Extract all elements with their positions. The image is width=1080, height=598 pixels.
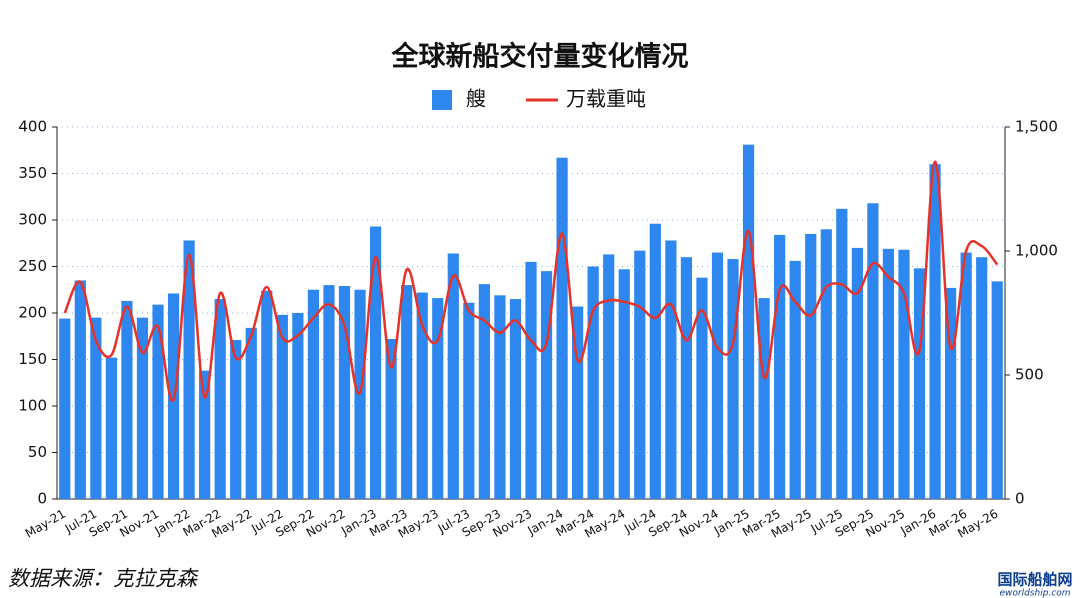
line bbox=[63, 160, 999, 403]
bar bbox=[416, 292, 428, 499]
y-tick-label: 250 bbox=[18, 257, 47, 275]
bar bbox=[59, 318, 71, 499]
bar bbox=[152, 304, 164, 499]
bar bbox=[494, 295, 506, 499]
y2-tick-label: 0 bbox=[1015, 490, 1025, 508]
bar bbox=[913, 268, 926, 499]
y2-tick-label: 1,500 bbox=[1015, 118, 1058, 136]
bar bbox=[401, 285, 413, 499]
bar bbox=[245, 327, 257, 499]
bar bbox=[307, 289, 320, 499]
bar bbox=[851, 247, 863, 499]
bar bbox=[711, 252, 724, 499]
y-tick-label: 100 bbox=[18, 397, 47, 415]
bar bbox=[105, 357, 117, 499]
bar bbox=[665, 240, 677, 499]
legend-swatch bbox=[432, 90, 452, 110]
bar bbox=[478, 284, 490, 499]
x-tick-label: May-21 bbox=[23, 507, 68, 541]
y-tick-label: 0 bbox=[37, 490, 47, 508]
watermark: 国际船舶网 bbox=[997, 571, 1072, 589]
bar bbox=[945, 287, 957, 499]
bar bbox=[634, 250, 646, 499]
bar bbox=[323, 285, 335, 499]
bar bbox=[230, 339, 242, 499]
bar bbox=[276, 314, 288, 499]
bar bbox=[525, 261, 537, 499]
bar bbox=[540, 271, 553, 499]
y-tick-label: 50 bbox=[28, 443, 47, 461]
bar bbox=[976, 257, 988, 499]
bar bbox=[74, 280, 86, 499]
bar bbox=[960, 252, 972, 499]
bar bbox=[587, 266, 599, 499]
chart-title: 全球新船交付量变化情况 bbox=[391, 41, 689, 73]
bar bbox=[836, 208, 848, 499]
bar bbox=[556, 157, 568, 499]
y-tick-label: 400 bbox=[18, 118, 47, 136]
bar bbox=[338, 286, 351, 499]
source: 数据来源：克拉克森 bbox=[8, 567, 199, 591]
bar bbox=[136, 317, 149, 499]
y2-tick-label: 1,000 bbox=[1015, 242, 1058, 260]
bar bbox=[214, 299, 226, 499]
watermark-sub: eworldship.com bbox=[999, 589, 1070, 598]
bar bbox=[789, 260, 801, 499]
bar bbox=[385, 339, 397, 499]
bar bbox=[649, 223, 661, 499]
bar bbox=[463, 302, 475, 499]
y-tick-label: 300 bbox=[18, 211, 47, 229]
bar bbox=[680, 257, 693, 499]
bar bbox=[758, 298, 770, 499]
bar bbox=[820, 229, 832, 500]
bar bbox=[261, 290, 273, 499]
bar bbox=[867, 203, 879, 499]
bar bbox=[183, 240, 195, 499]
bar bbox=[898, 249, 910, 499]
y-tick-label: 200 bbox=[18, 304, 47, 322]
legend-label: 艘 bbox=[466, 87, 486, 111]
bar bbox=[727, 259, 739, 499]
bar bbox=[292, 313, 304, 499]
bar bbox=[742, 144, 755, 500]
bar bbox=[805, 233, 817, 499]
y-tick-label: 350 bbox=[18, 164, 47, 182]
bar bbox=[432, 298, 444, 499]
bar bbox=[696, 277, 708, 499]
bar bbox=[509, 299, 522, 499]
y2-tick-label: 500 bbox=[1015, 366, 1044, 384]
y-tick-label: 150 bbox=[18, 350, 47, 368]
bar bbox=[369, 226, 382, 499]
bar bbox=[991, 281, 1003, 499]
bar bbox=[199, 370, 211, 499]
bar bbox=[603, 254, 615, 499]
bar bbox=[572, 306, 584, 499]
bar bbox=[882, 248, 895, 499]
bar bbox=[90, 317, 102, 499]
legend-label: 万载重吨 bbox=[566, 87, 646, 111]
bar bbox=[447, 253, 459, 499]
bar bbox=[121, 300, 133, 499]
bar bbox=[929, 164, 941, 499]
bar bbox=[618, 269, 630, 499]
bar bbox=[774, 234, 786, 499]
